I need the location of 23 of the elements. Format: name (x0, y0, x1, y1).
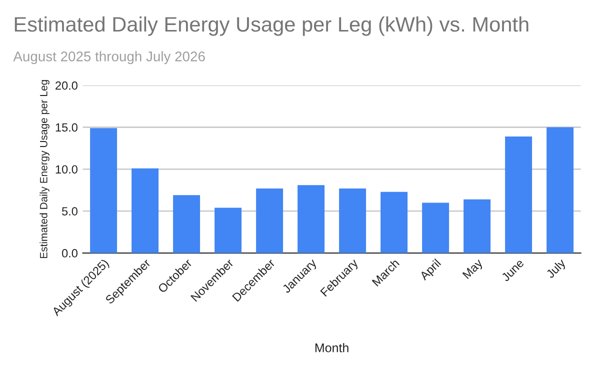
y-tick-label: 15.0 (56, 123, 78, 132)
chart-subtitle: August 2025 through July 2026 (13, 51, 205, 64)
chart-title: Estimated Daily Energy Usage per Leg (kWh) vs. Month (14, 16, 528, 36)
y-tick-label: 10.0 (56, 165, 78, 174)
bar (132, 168, 159, 254)
bar (214, 208, 242, 254)
bar (90, 128, 118, 254)
bar (380, 192, 408, 254)
y-tick-label: 0.0 (62, 249, 78, 258)
y-tick-label: 5.0 (62, 207, 78, 216)
y-axis-title: Estimated Daily Energy Usage per Leg (40, 80, 50, 258)
bar (546, 127, 574, 254)
bar (298, 185, 325, 254)
bar (173, 195, 200, 254)
bar (339, 188, 366, 254)
y-tick-label: 20.0 (56, 81, 78, 90)
x-axis-title: Month (315, 343, 348, 352)
bar (256, 188, 284, 254)
x-tick-label: May (462, 258, 485, 281)
x-tick-label: July (545, 258, 568, 280)
bar (422, 202, 450, 254)
bar (464, 199, 491, 254)
bar (505, 136, 532, 254)
